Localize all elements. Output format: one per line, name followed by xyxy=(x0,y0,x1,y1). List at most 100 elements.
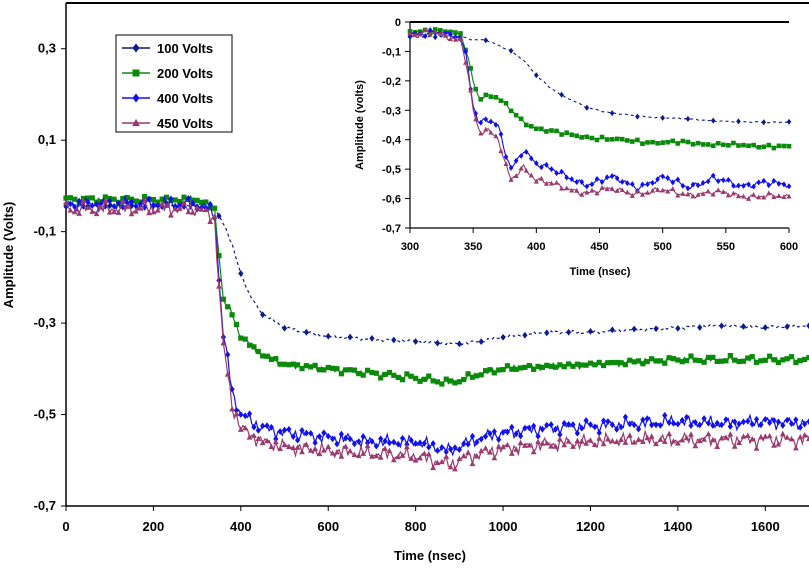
data-point xyxy=(730,190,736,196)
y-tick-label: -0,3 xyxy=(382,105,401,117)
data-point xyxy=(534,160,539,167)
data-point xyxy=(605,435,611,442)
data-point xyxy=(168,195,174,203)
data-point xyxy=(528,155,534,162)
data-point xyxy=(767,353,773,359)
data-point xyxy=(797,358,803,364)
data-point xyxy=(373,442,379,450)
data-point xyxy=(523,148,529,155)
data-point xyxy=(806,418,809,426)
data-point xyxy=(316,433,323,440)
data-point xyxy=(154,207,161,213)
data-point xyxy=(731,140,736,146)
data-point xyxy=(124,203,131,209)
data-point xyxy=(786,193,792,199)
data-point xyxy=(756,179,761,186)
main-y-ticks: 0,3 0,1 -0,1 -0,3 -0,5 -0,7 xyxy=(34,41,66,513)
data-point xyxy=(212,205,218,211)
data-point xyxy=(710,143,716,149)
data-point xyxy=(491,428,497,435)
data-point xyxy=(675,325,681,332)
data-point xyxy=(473,110,478,117)
legend-swatch-marker xyxy=(132,43,140,53)
data-point xyxy=(128,198,135,206)
data-point xyxy=(146,209,152,216)
data-point xyxy=(705,430,712,437)
data-point xyxy=(342,443,349,449)
data-point xyxy=(382,437,388,445)
data-point xyxy=(781,181,787,188)
data-point xyxy=(605,360,611,366)
data-point xyxy=(281,361,288,367)
data-point xyxy=(150,197,157,203)
data-point xyxy=(683,434,690,441)
data-point xyxy=(622,413,629,421)
data-point xyxy=(700,179,706,186)
data-point xyxy=(382,371,388,378)
data-point xyxy=(155,199,161,205)
main-series-group xyxy=(63,194,809,472)
inset-background xyxy=(410,22,789,228)
data-point xyxy=(421,439,427,447)
data-point xyxy=(594,190,600,196)
data-point xyxy=(740,433,747,439)
data-point xyxy=(670,186,676,191)
data-point xyxy=(102,197,109,204)
data-point xyxy=(587,360,594,366)
data-point xyxy=(373,452,380,459)
legend-label: 100 Volts xyxy=(157,41,213,56)
data-point xyxy=(518,116,524,122)
data-point xyxy=(697,358,703,364)
data-point xyxy=(786,143,792,149)
data-point xyxy=(684,358,690,364)
data-point xyxy=(439,458,445,465)
data-point xyxy=(762,324,768,331)
data-point xyxy=(584,134,590,140)
data-point xyxy=(356,371,362,377)
data-point xyxy=(369,334,375,342)
data-point xyxy=(609,173,615,180)
data-point xyxy=(452,444,458,451)
data-point xyxy=(579,191,585,197)
data-point xyxy=(229,312,235,318)
data-point xyxy=(539,164,544,171)
data-point xyxy=(670,419,677,427)
data-point xyxy=(756,144,761,150)
data-point xyxy=(207,218,214,224)
data-point xyxy=(554,128,559,134)
data-point xyxy=(386,369,393,376)
data-point xyxy=(596,435,603,441)
data-point xyxy=(308,429,314,437)
y-tick-label: 0 xyxy=(395,17,401,29)
data-point xyxy=(701,415,707,422)
data-point xyxy=(614,188,620,193)
data-point xyxy=(660,173,665,180)
data-point xyxy=(465,449,471,455)
data-point xyxy=(695,182,701,189)
data-point xyxy=(557,431,563,439)
data-point xyxy=(347,447,353,454)
data-point xyxy=(587,328,594,335)
data-point xyxy=(63,199,69,206)
data-point xyxy=(564,185,570,191)
legend-item-400-volts: 400 Volts xyxy=(122,91,213,106)
data-point xyxy=(619,136,625,142)
data-point xyxy=(539,425,545,433)
data-point xyxy=(115,209,122,215)
data-point xyxy=(111,208,117,215)
data-point xyxy=(334,448,340,455)
data-point xyxy=(559,91,564,98)
data-point xyxy=(312,362,318,368)
data-point xyxy=(321,367,327,373)
data-point xyxy=(684,413,690,421)
data-point xyxy=(119,198,126,204)
data-point xyxy=(544,421,550,429)
data-point xyxy=(456,340,462,348)
data-point xyxy=(493,94,499,100)
data-point xyxy=(399,377,406,383)
data-point xyxy=(390,456,397,463)
data-point xyxy=(630,139,635,144)
data-point xyxy=(705,354,712,361)
data-point xyxy=(509,423,515,431)
data-point xyxy=(465,440,471,448)
